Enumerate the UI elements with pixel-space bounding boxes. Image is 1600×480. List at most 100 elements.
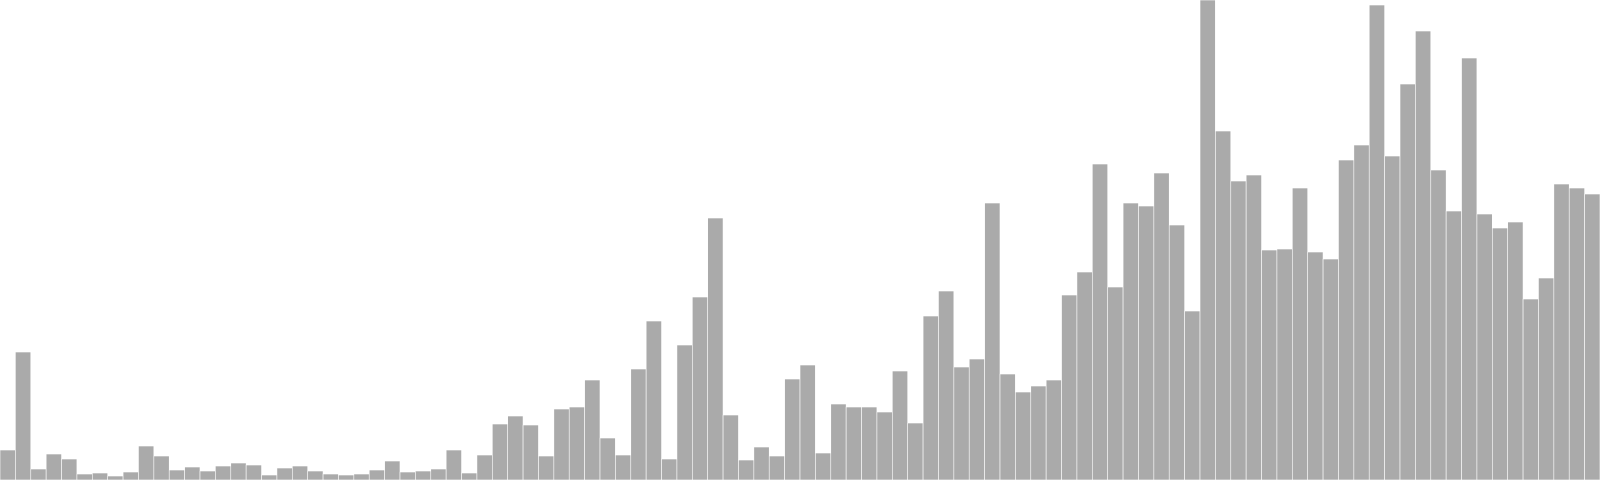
bar (1338, 159, 1355, 480)
bar (753, 446, 770, 480)
bar (492, 423, 508, 480)
bar (1261, 249, 1278, 480)
bar (1476, 213, 1493, 480)
bar (322, 473, 339, 480)
bar (45, 453, 62, 480)
bar (1230, 180, 1247, 480)
bar (199, 470, 216, 480)
bar (292, 465, 308, 480)
bar (876, 411, 893, 480)
bar (307, 470, 324, 480)
bar (707, 217, 724, 480)
bar (1292, 187, 1308, 480)
bar (445, 449, 462, 480)
bar (1015, 391, 1032, 480)
bar (676, 344, 693, 480)
bar (30, 468, 47, 480)
bar (1045, 379, 1062, 480)
bar (415, 470, 432, 480)
bar (522, 424, 539, 480)
bar (1061, 294, 1078, 480)
bar (615, 454, 632, 480)
bar (722, 414, 739, 480)
bar (830, 403, 847, 480)
bar (507, 415, 524, 480)
bar (61, 458, 78, 480)
bar (15, 351, 32, 480)
bar (1322, 258, 1339, 480)
bar (1399, 83, 1416, 480)
bar (738, 459, 755, 480)
bar (1138, 205, 1155, 480)
bar (1122, 202, 1139, 480)
bar (784, 378, 801, 480)
bar (599, 437, 616, 480)
bar (1107, 286, 1124, 480)
bar (107, 475, 124, 480)
bar (553, 408, 570, 480)
bar (1584, 193, 1600, 480)
bar (1445, 210, 1462, 480)
bar (245, 464, 262, 480)
bar (230, 462, 247, 480)
bar (1153, 172, 1170, 480)
bar (1353, 144, 1370, 480)
bar (0, 449, 16, 480)
bar (430, 468, 447, 480)
bar (861, 406, 878, 480)
bar (568, 406, 585, 480)
bar (968, 358, 985, 480)
bar (338, 474, 355, 480)
bar (184, 466, 201, 480)
bar (1507, 221, 1524, 480)
bar (815, 452, 832, 480)
bar (1368, 4, 1385, 480)
bar (276, 467, 293, 480)
bar (799, 364, 816, 480)
bar (892, 370, 908, 480)
bar (368, 469, 385, 480)
bar (661, 458, 678, 480)
bar (953, 366, 970, 480)
bar (261, 474, 278, 480)
bar (1568, 187, 1585, 480)
bar (1215, 130, 1232, 480)
bar (768, 455, 785, 480)
bar (1076, 271, 1093, 480)
bar (122, 471, 139, 480)
bar (907, 422, 924, 480)
bar (92, 472, 108, 480)
bar (645, 320, 662, 480)
bar (1415, 30, 1432, 480)
bar (630, 368, 647, 480)
bar (845, 406, 862, 480)
bar (153, 455, 170, 480)
bar (1430, 169, 1447, 480)
bar (999, 373, 1016, 480)
bar (1461, 57, 1478, 480)
bar (1030, 385, 1047, 480)
bar (1553, 183, 1570, 480)
bar (1092, 163, 1108, 480)
bar (399, 471, 416, 480)
bar (215, 465, 232, 480)
bar (1245, 174, 1262, 480)
bar (1199, 0, 1216, 480)
bar (938, 290, 955, 480)
bar (168, 469, 185, 480)
bar (1522, 298, 1539, 480)
bar (138, 445, 155, 480)
bar (1538, 277, 1555, 480)
bar (692, 296, 708, 480)
bar (538, 455, 555, 480)
bar (1184, 310, 1201, 480)
bar (1276, 248, 1293, 480)
bar (476, 454, 493, 480)
bar (584, 379, 601, 480)
bar (353, 473, 370, 480)
bar (1384, 155, 1401, 480)
bar (76, 473, 93, 480)
